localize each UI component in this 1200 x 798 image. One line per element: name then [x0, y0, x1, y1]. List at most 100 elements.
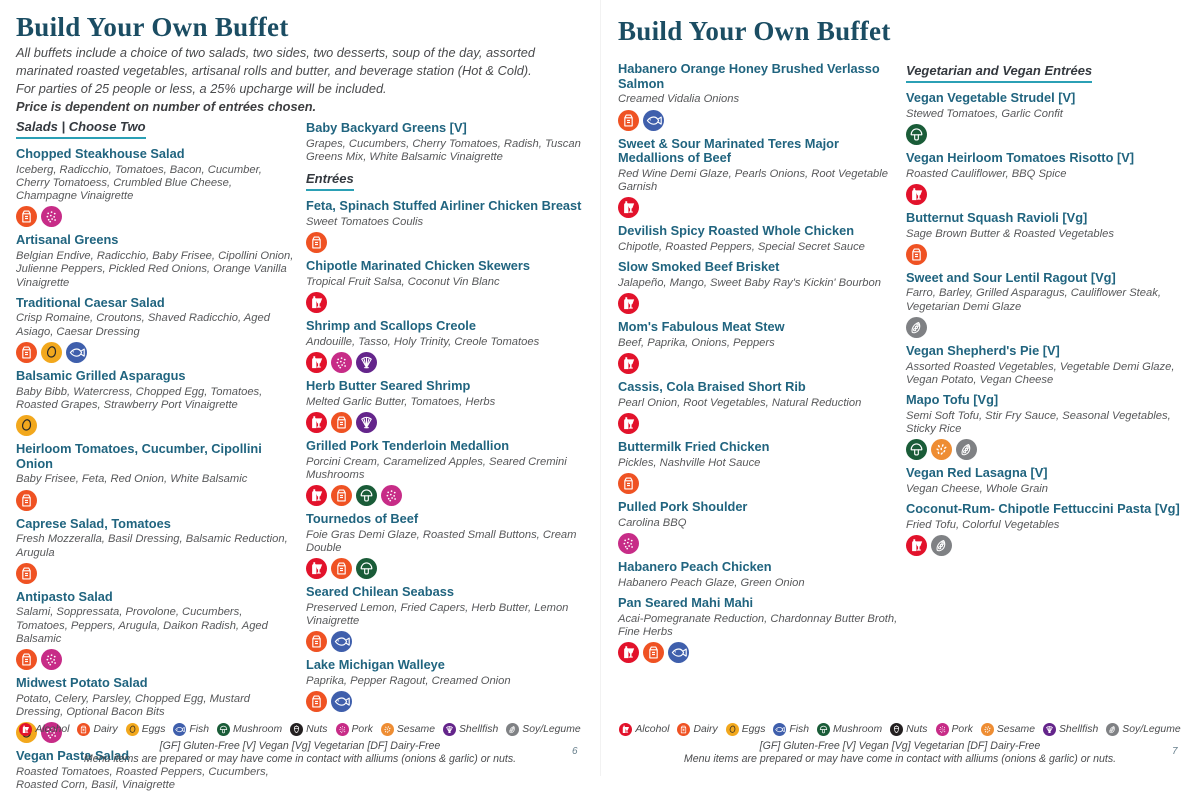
menu-item: Baby Backyard Greens [V] Grapes, Cucumber… [306, 120, 590, 164]
dairy-icon [16, 649, 37, 671]
menu-item: Herb Butter Seared Shrimp Melted Garlic B… [306, 378, 590, 433]
pork-icon [335, 723, 349, 736]
section-header: Entrées [306, 171, 354, 192]
menu-item: Devilish Spicy Roasted Whole Chicken Chip… [618, 224, 899, 254]
menu-item-description: Semi Soft Tofu, Stir Fry Sauce, Seasonal… [906, 409, 1171, 435]
menu-item: Cassis, Cola Braised Short Rib Pearl Onio… [618, 379, 899, 435]
legend-item-eggs: Eggs [725, 723, 765, 736]
menu-item-name: Caprese Salad, Tomatoes [16, 515, 171, 531]
alcohol-icon [618, 293, 639, 315]
mushroom-icon [356, 558, 377, 580]
menu-item-name: Artisanal Greens [16, 232, 119, 248]
allergen-icons [618, 642, 899, 664]
pork-icon [618, 533, 639, 554]
allergen-icons [618, 533, 899, 554]
legend-item-sesame: Sesame [380, 723, 435, 736]
legend-item-fish: Fish [173, 723, 209, 736]
menu-item-name: Midwest Potato Salad [16, 675, 148, 691]
menu-item: Grilled Pork Tenderloin Medallion Porcini… [306, 438, 590, 506]
menu-item: Buttermilk Fried Chicken Pickles, Nashvil… [618, 439, 899, 495]
page-number: 6 [572, 746, 578, 757]
allergen-icons [618, 109, 899, 131]
legend-item-sesame: Sesame [980, 723, 1035, 736]
legend-item-pork: Pork [935, 723, 973, 736]
menu-item-description: Fried Tofu, Colorful Vegetables [906, 518, 1060, 531]
menu-item-description: Paprika, Pepper Ragout, Creamed Onion [306, 674, 511, 687]
pork-icon [41, 722, 62, 744]
menu-item-name: Tournedos of Beef [306, 510, 419, 526]
intro-line: Price is dependent on number of entrées … [16, 98, 317, 114]
menu-item-description: Melted Garlic Butter, Tomatoes, Herbs [306, 395, 496, 408]
menu-item-description: Crisp Romaine, Croutons, Shaved Radicchi… [16, 312, 270, 338]
menu-column: Vegetarian and Vegan Entrées Vegan Vegeta… [906, 62, 1192, 562]
legend-label: Alcohol [35, 724, 70, 735]
eggs-icon [125, 723, 139, 736]
allergen-icons [906, 243, 1192, 265]
legend-label: Nuts [306, 724, 328, 735]
legend-label: Shellfish [459, 724, 499, 735]
menu-item-name: Sweet and Sour Lentil Ragout [Vg] [906, 269, 1116, 285]
dairy-icon [306, 631, 327, 653]
menu-item-name: Devilish Spicy Roasted Whole Chicken [618, 223, 855, 239]
menu-item-name: Sweet & Sour Marinated Teres Major Medal… [618, 135, 839, 166]
section-header: Vegetarian and Vegan Entrées [906, 63, 1093, 83]
legend-item-pork: Pork [335, 723, 373, 736]
menu-item-description: Porcini Cream, Caramelized Apples, Seare… [306, 455, 567, 481]
menu-item-description: Chipotle, Roasted Peppers, Special Secre… [618, 241, 865, 254]
alcohol-icon [618, 413, 639, 435]
menu-column: Baby Backyard Greens [V] Grapes, Cucumber… [306, 120, 590, 718]
menu-item-description: Roasted Tomatoes, Roasted Peppers, Cucum… [16, 765, 269, 792]
alcohol-icon [306, 411, 327, 433]
legend-item-soy: Soy/Legume [1106, 723, 1181, 736]
nuts-icon [290, 723, 304, 736]
alcohol-icon [618, 353, 639, 375]
allergen-icons [306, 291, 590, 313]
page-number: 7 [1172, 746, 1178, 757]
menu-item-description: Tropical Fruit Salsa, Coconut Vin Blanc [306, 275, 500, 288]
mushroom-icon [356, 484, 377, 506]
alcohol-icon [19, 723, 33, 736]
allergen-icons [306, 558, 590, 580]
dairy-icon [331, 558, 352, 580]
menu-item-name: Traditional Caesar Salad [16, 294, 165, 310]
menu-item: Butternut Squash Ravioli [Vg] Sage Brown … [906, 209, 1192, 265]
dairy-icon [306, 691, 327, 713]
menu-item-name: Butternut Squash Ravioli [Vg] [906, 209, 1088, 225]
menu-item: Habanero Orange Honey Brushed Verlasso S… [618, 61, 899, 131]
shellfish-icon [356, 411, 377, 433]
dairy-icon [618, 473, 639, 495]
alcohol-icon [306, 291, 327, 313]
menu-item: Lake Michigan Walleye Paprika, Pepper Rag… [306, 658, 590, 713]
menu-item-name: Mapo Tofu [Vg] [906, 392, 999, 408]
dairy-icon [77, 723, 91, 736]
legend-label: Pork [951, 724, 973, 735]
mushroom-icon [817, 723, 831, 736]
menu-item: Vegan Vegetable Strudel [V] Stewed Tomato… [906, 90, 1192, 145]
allergen-icons [906, 316, 1192, 338]
legend-label: Mushroom [833, 724, 883, 735]
menu-item-description: Farro, Barley, Grilled Asparagus, Caulif… [906, 287, 1161, 313]
menu-item-name: Heirloom Tomatoes, Cucumber, Cipollini O… [16, 441, 262, 471]
legend-label: Dairy [693, 724, 718, 735]
dairy-icon [16, 489, 37, 511]
mushroom-icon [906, 123, 927, 145]
menu-item-name: Antipasto Salad [16, 588, 113, 604]
menu-item-name: Cassis, Cola Braised Short Rib [618, 379, 806, 395]
alcohol-icon [906, 535, 927, 557]
sesame-icon [980, 723, 994, 736]
menu-item-name: Habanero Peach Chicken [618, 559, 772, 574]
menu-item-description: Roasted Cauliflower, BBQ Spice [906, 167, 1067, 180]
menu-item-description: Baby Frisee, Feta, Red Onion, White Bals… [16, 473, 248, 486]
nuts-icon [890, 723, 904, 736]
mushroom-icon [217, 723, 231, 736]
alcohol-icon [306, 484, 327, 506]
legend-item-dairy: Dairy [77, 723, 118, 736]
menu-item: Sweet and Sour Lentil Ragout [Vg] Farro, … [906, 269, 1192, 338]
menu-item-name: Habanero Orange Honey Brushed Verlasso S… [618, 61, 880, 91]
legend-label: Nuts [906, 724, 928, 735]
dairy-icon [677, 723, 691, 736]
fish-icon [773, 723, 787, 736]
menu-item-description: Assorted Roasted Vegetables, Vegetable D… [906, 360, 1175, 386]
allergen-icons [306, 484, 590, 506]
menu-item-name: Baby Backyard Greens [V] [306, 120, 467, 135]
